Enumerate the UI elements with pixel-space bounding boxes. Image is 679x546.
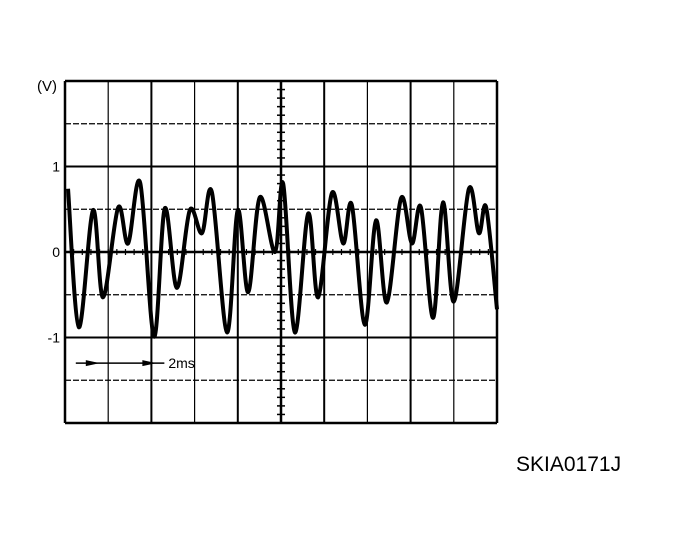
time-scale-label: 2ms (168, 355, 194, 371)
arrow-icon (85, 360, 100, 367)
time-scale-annotation: 2ms (75, 355, 195, 371)
y-axis-unit-label: (V) (37, 78, 57, 95)
arrow-icon (142, 360, 157, 367)
figure-code: SKIA0171J (516, 453, 621, 476)
y-tick-label: -1 (48, 330, 61, 346)
y-tick-label: 1 (52, 159, 60, 175)
y-tick-label: 0 (52, 244, 60, 260)
waveform-series (66, 178, 499, 339)
center-axes (64, 80, 498, 423)
